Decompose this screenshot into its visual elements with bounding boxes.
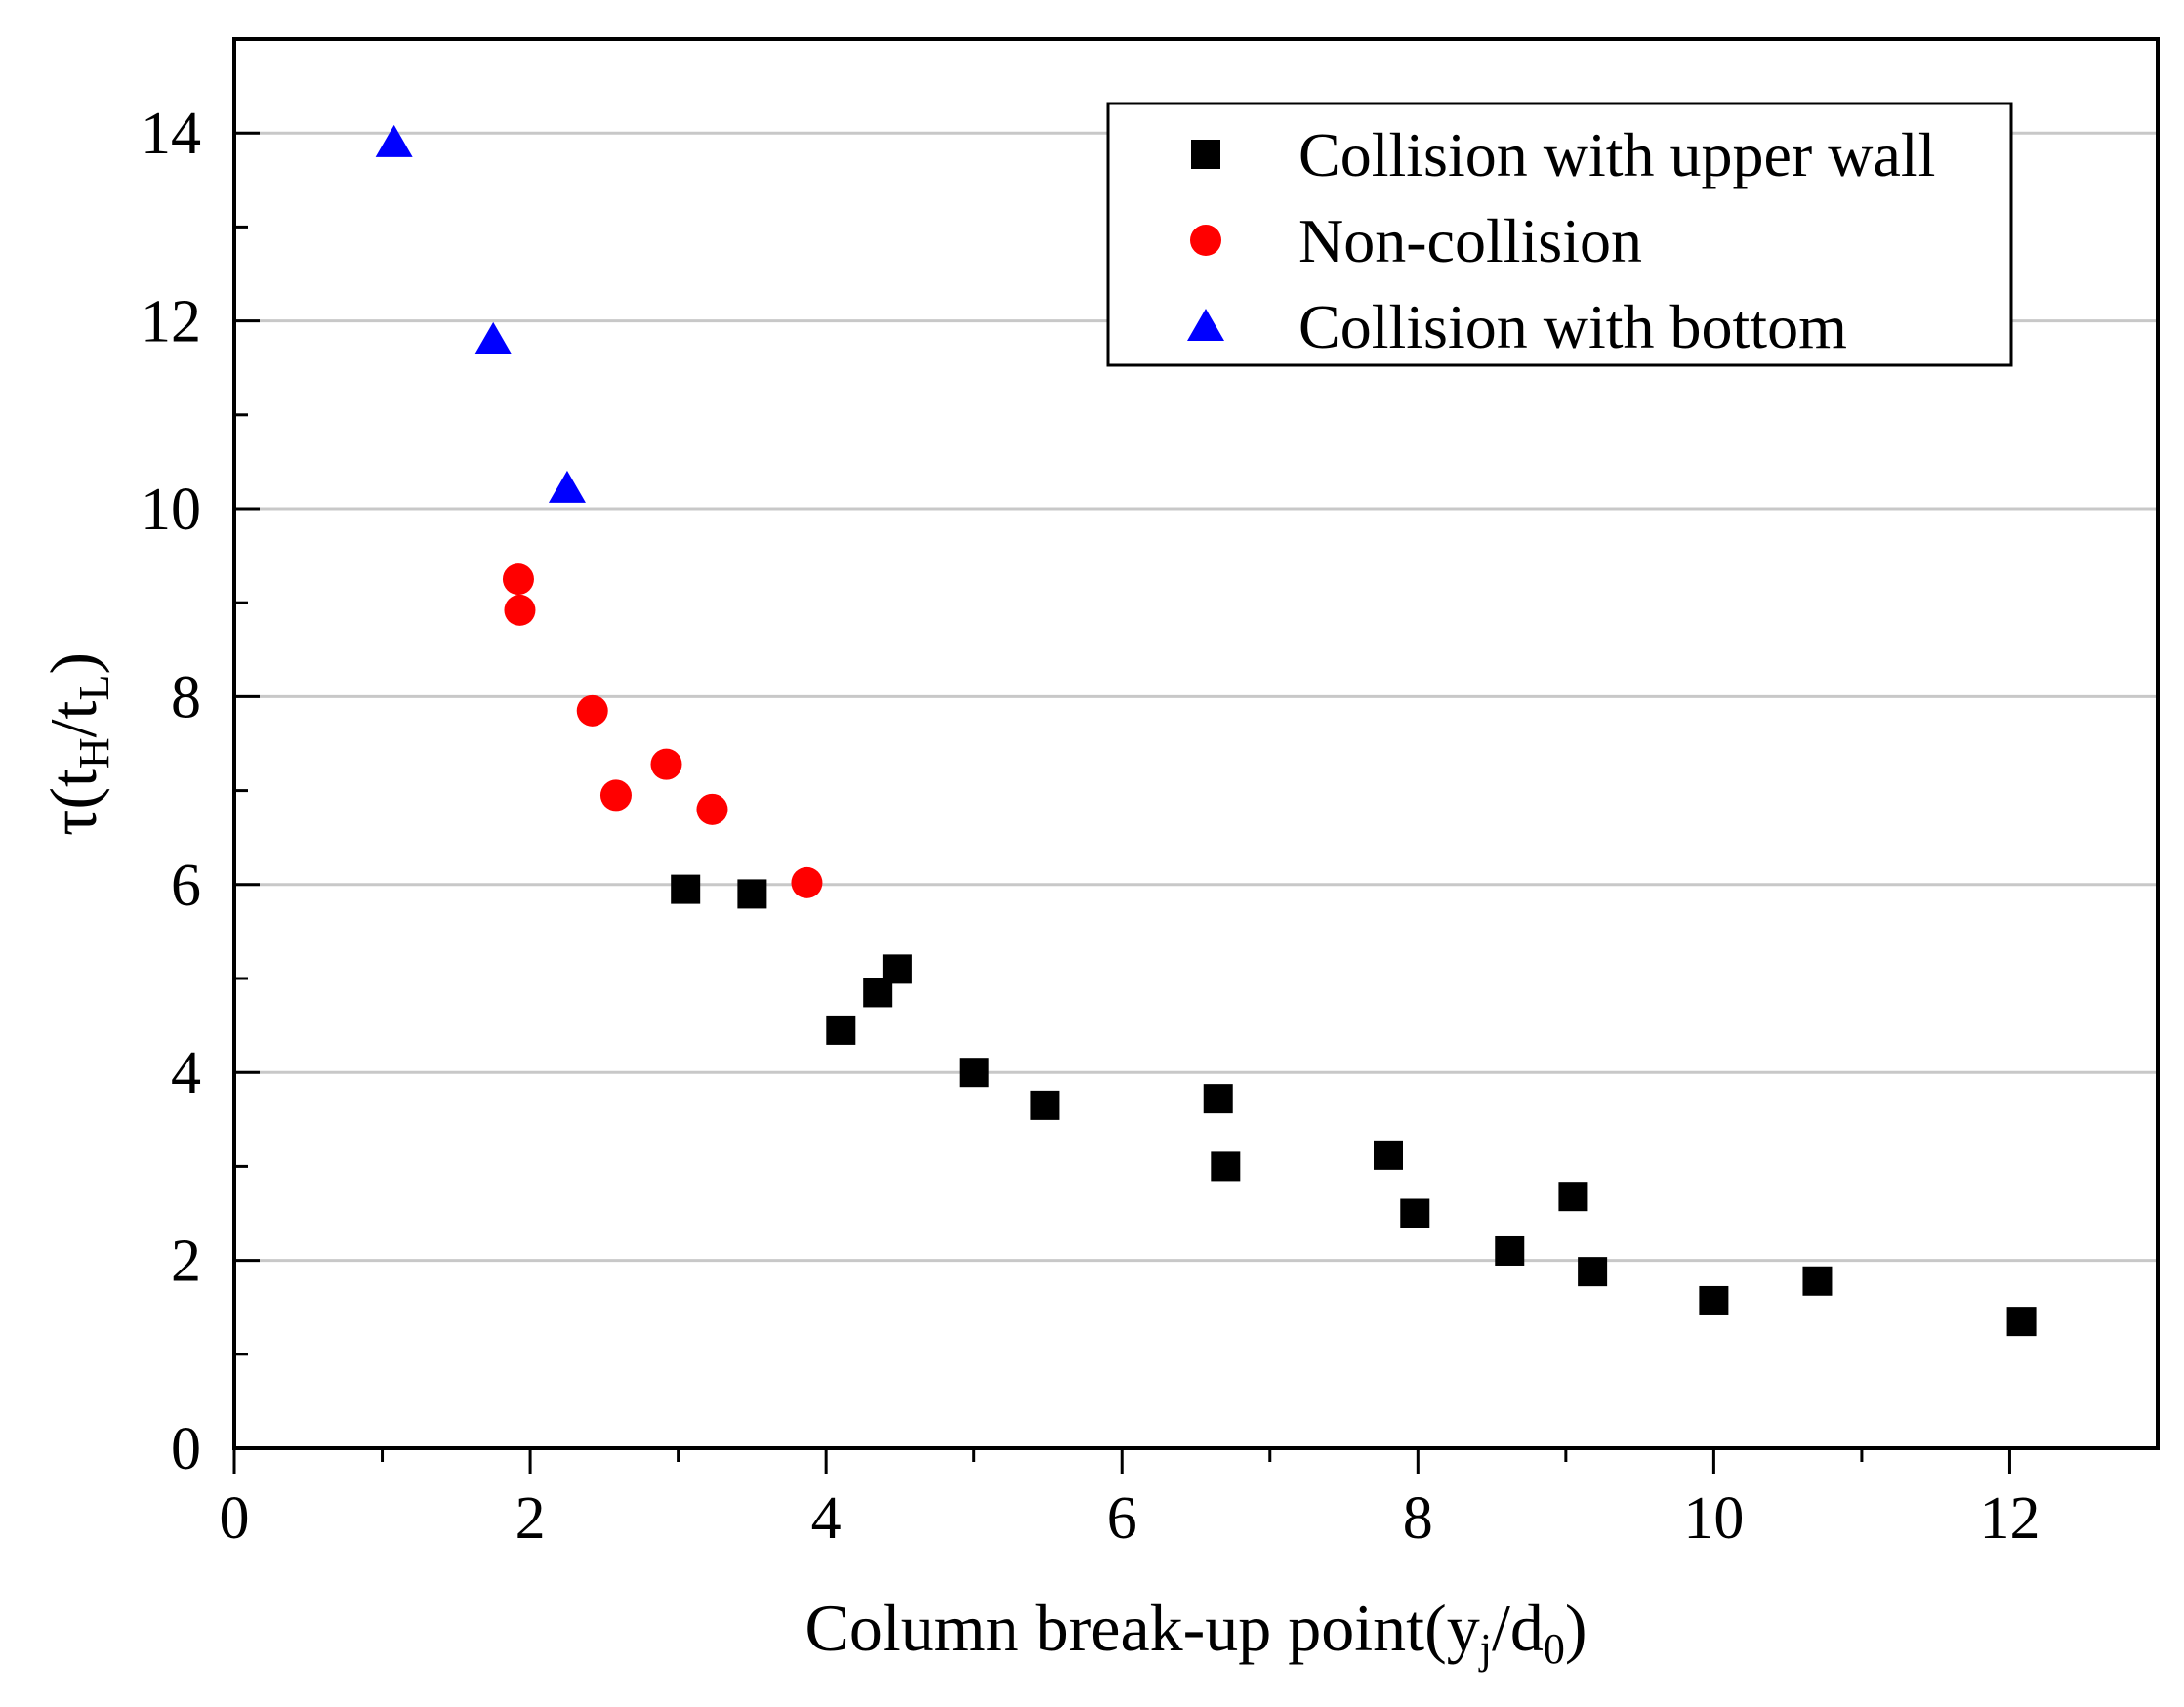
data-point-square xyxy=(1578,1257,1608,1287)
y-tick-label: 12 xyxy=(141,289,201,355)
y-tick-label: 10 xyxy=(141,477,201,543)
data-point-circle xyxy=(576,694,608,727)
data-point-square xyxy=(737,879,767,909)
data-point-circle xyxy=(791,866,823,898)
axis-ticks xyxy=(232,131,2011,1474)
y-tick-label: 4 xyxy=(171,1040,201,1106)
y-tick-label: 0 xyxy=(171,1416,201,1482)
data-point-square xyxy=(1030,1090,1060,1120)
x-tick-label: 4 xyxy=(811,1485,842,1552)
x-tick-label: 0 xyxy=(220,1485,250,1552)
legend-label: Collision with upper wall xyxy=(1298,120,1935,189)
data-point-circle xyxy=(599,779,632,812)
legend-marker-triangle xyxy=(1187,309,1224,341)
legend-label: Collision with bottom xyxy=(1298,292,1847,361)
data-point-triangle xyxy=(375,124,413,157)
legend-label: Non-collision xyxy=(1298,206,1642,275)
data-point-square xyxy=(882,954,912,984)
data-point-square xyxy=(1374,1140,1403,1170)
data-point-square xyxy=(1400,1198,1430,1228)
y-tick-label: 2 xyxy=(171,1228,201,1295)
data-point-square xyxy=(1203,1084,1233,1114)
data-point-triangle xyxy=(474,321,513,354)
data-point-square xyxy=(1495,1235,1525,1266)
data-point-square xyxy=(1802,1266,1833,1296)
data-points xyxy=(375,124,2037,1337)
series-square xyxy=(671,874,2037,1337)
x-tick-label: 12 xyxy=(1979,1485,2040,1552)
data-point-circle xyxy=(650,748,682,780)
y-tick-label: 6 xyxy=(171,853,201,919)
legend: Collision with upper wall Non-collision Co… xyxy=(1106,102,2013,367)
plot-frame xyxy=(232,37,2160,1450)
data-point-circle xyxy=(696,793,728,825)
y-axis-title: τ(tH/tL) xyxy=(36,652,118,836)
x-tick-label: 6 xyxy=(1107,1485,1137,1552)
x-tick-label: 8 xyxy=(1403,1485,1433,1552)
data-point-square xyxy=(826,1015,856,1045)
x-tick-label: 2 xyxy=(515,1485,546,1552)
data-point-circle xyxy=(502,563,534,596)
y-tick-label: 8 xyxy=(171,664,201,730)
legend-box xyxy=(1106,102,2013,367)
data-point-triangle xyxy=(548,470,586,503)
data-point-square xyxy=(959,1058,989,1088)
series-triangle xyxy=(375,124,586,503)
data-point-square xyxy=(1211,1151,1241,1182)
series-circle xyxy=(502,563,823,898)
x-tick-label: 10 xyxy=(1683,1485,1744,1552)
data-point-square xyxy=(2006,1307,2037,1337)
data-point-square xyxy=(1558,1182,1588,1212)
data-point-square xyxy=(671,874,701,904)
legend-marker-circle xyxy=(1190,225,1221,256)
data-point-square xyxy=(1699,1285,1729,1315)
y-tick-label: 14 xyxy=(141,101,201,167)
legend-marker-square xyxy=(1191,140,1220,169)
data-point-circle xyxy=(504,594,536,626)
x-axis-title: Column break-up point(yj/d0) xyxy=(804,1591,1586,1673)
tick-labels: 0 2 4 6 8 10 12 14 0 2 4 6 8 10 12 xyxy=(141,101,2040,1552)
